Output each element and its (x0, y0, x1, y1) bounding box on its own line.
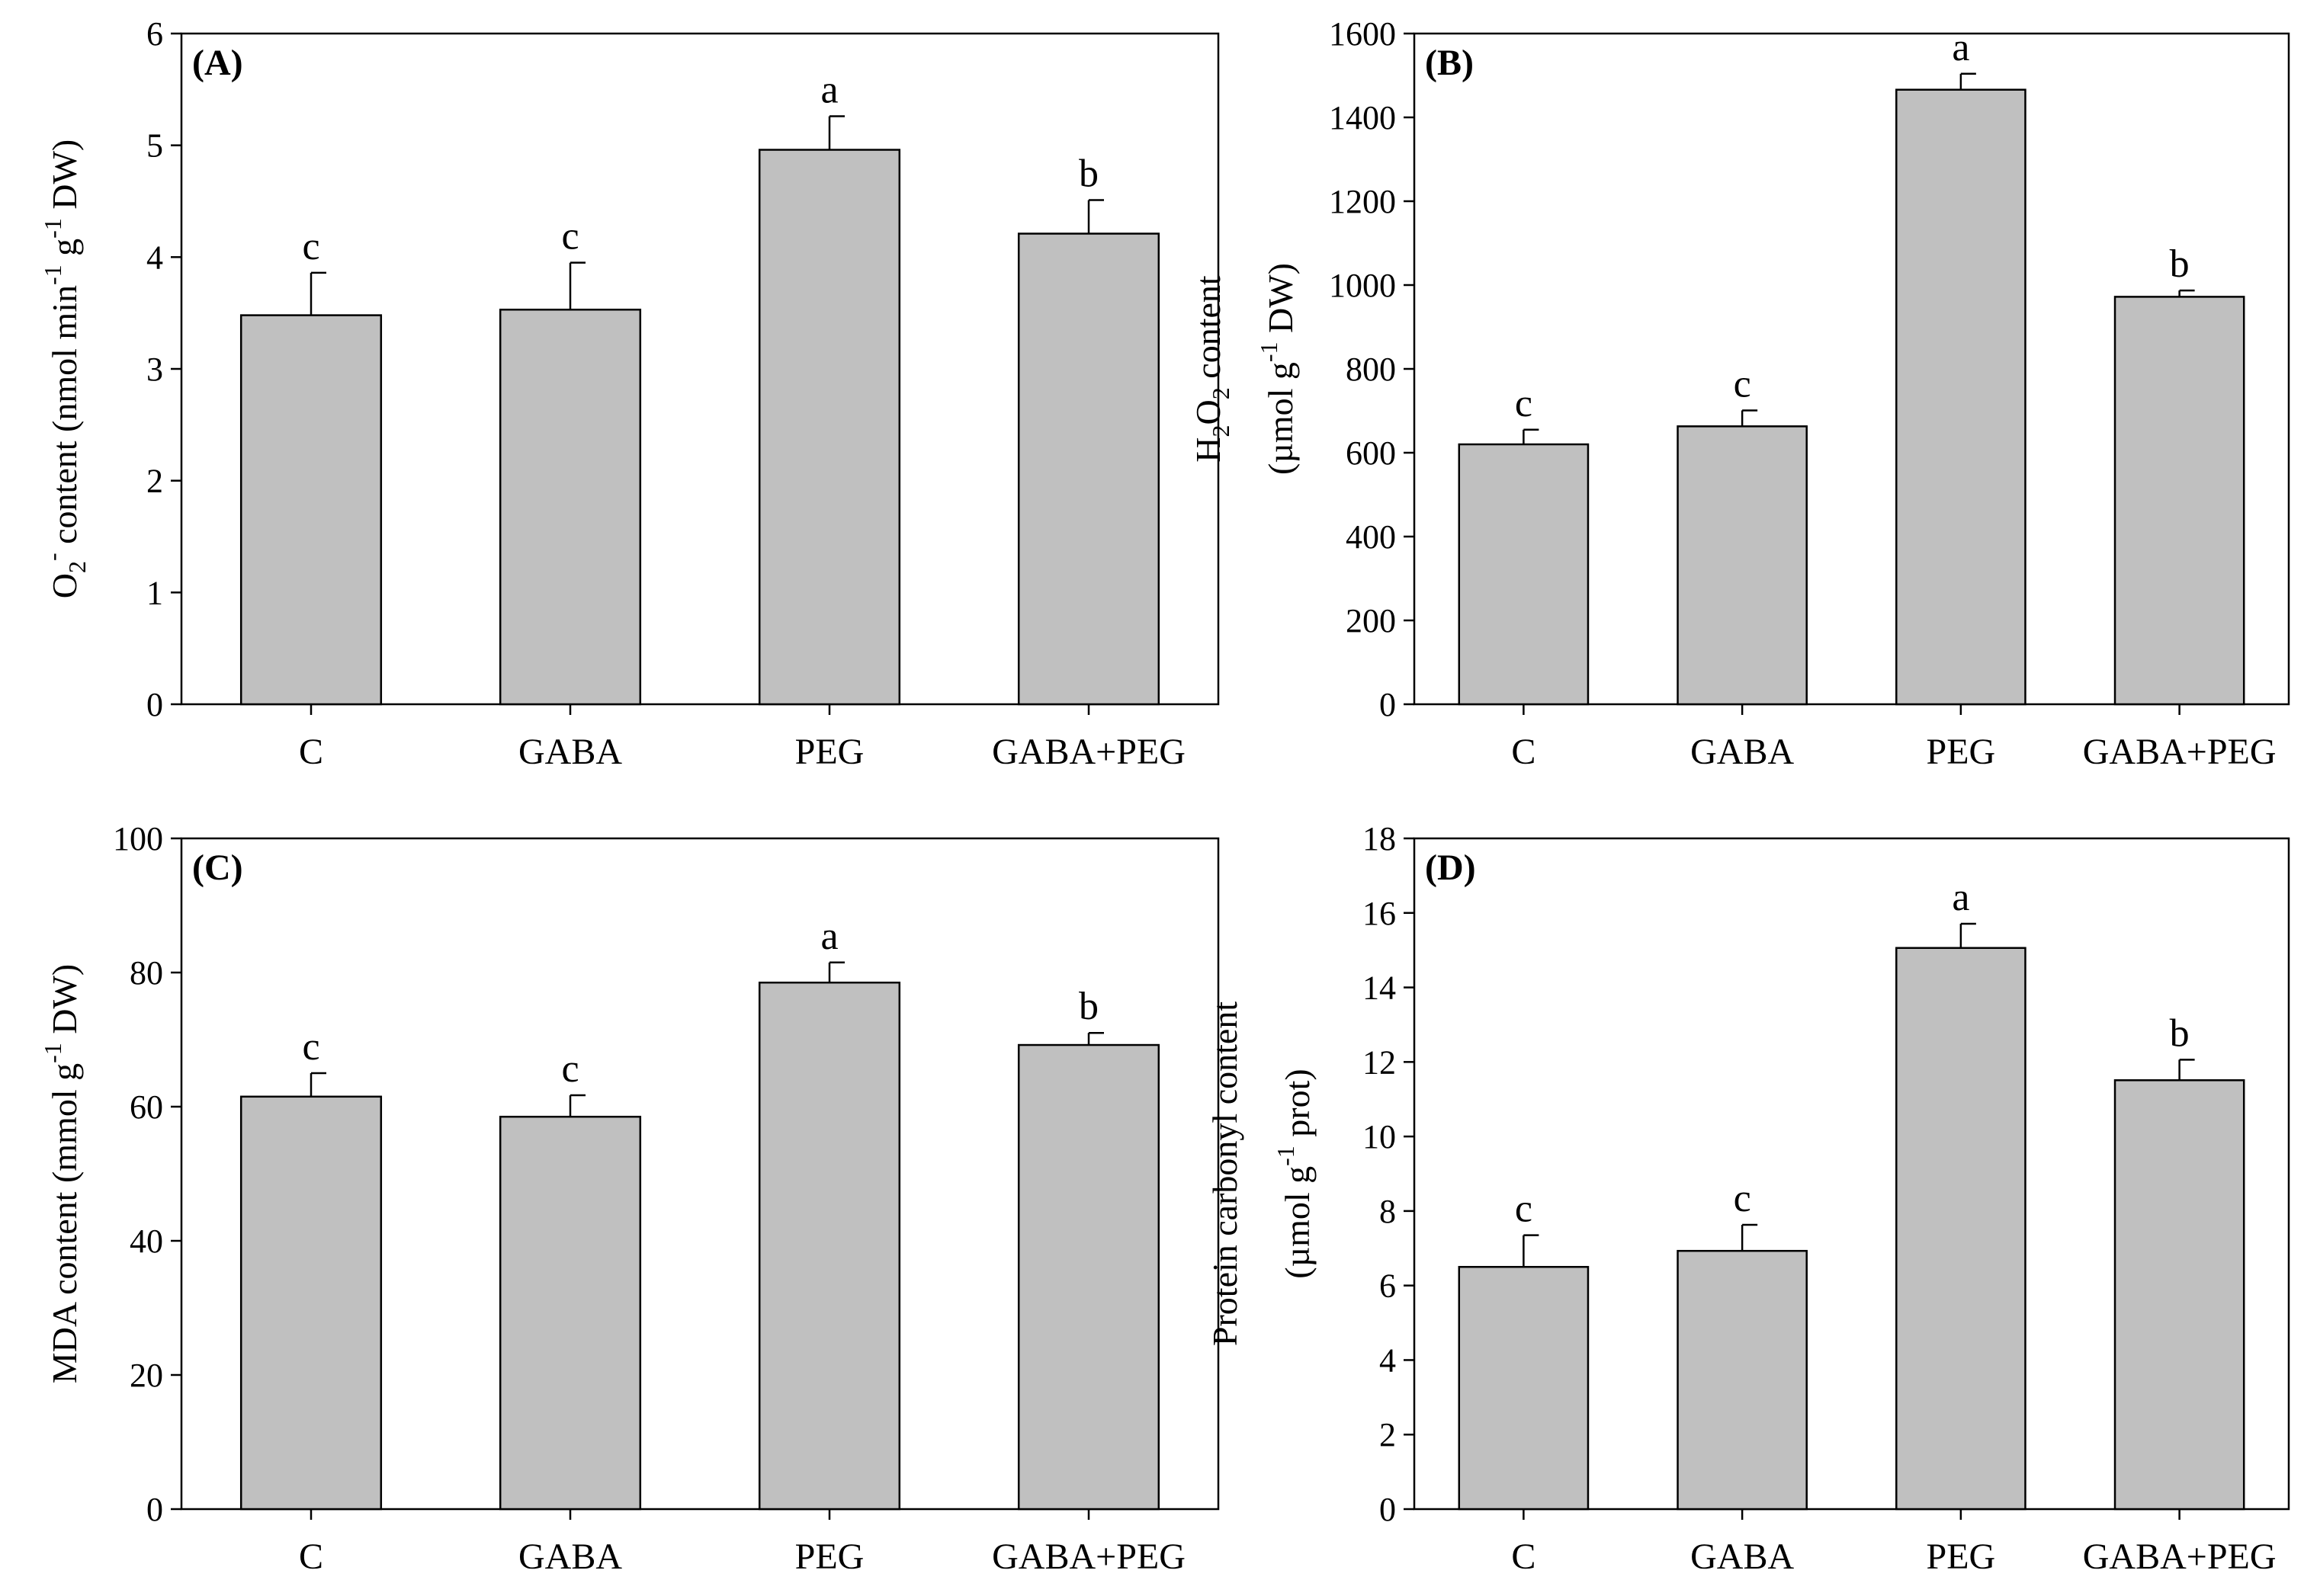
significance-letter: a (1952, 26, 1969, 69)
y-axis-title-line2: (µmol g-1 DW) (1255, 263, 1300, 475)
y-tick-label: 600 (1346, 434, 1396, 472)
bar-gaba-peg (1017, 232, 1160, 706)
bar-peg (1895, 88, 2026, 706)
significance-letter: a (820, 915, 838, 958)
y-axis-title-line1: H2O2 content (1189, 275, 1234, 463)
y-axis-title-line1: Protein carbonyl content (1205, 1002, 1244, 1346)
y-tick-label: 6 (146, 15, 163, 53)
bar-peg (1895, 947, 2026, 1511)
x-category-label: PEG (795, 1537, 865, 1577)
bar-c (1458, 1265, 1590, 1511)
significance-letter: c (1515, 382, 1532, 425)
panel-b: 0 200 400 600 800 1000 1200 1400 1600 c Cc GABA a PEG… (1189, 15, 2290, 772)
x-category-label: C (1511, 1537, 1535, 1577)
panel-c: 0 20 40 60 80 100 c Cc GABA a PEG b GABA+PEG (C) MDA c… (39, 820, 1220, 1577)
y-tick-label: 10 (1362, 1118, 1396, 1155)
x-category-label: PEG (795, 732, 865, 772)
significance-letter: c (1515, 1187, 1532, 1231)
y-tick-label: 2 (1379, 1416, 1396, 1453)
y-axis-title: MDA content (mmol g-1 DW) (39, 964, 84, 1383)
plot-frame (180, 837, 1220, 1511)
bar-c (239, 1095, 383, 1511)
y-tick-label: 18 (1362, 820, 1396, 857)
y-tick-label: 12 (1362, 1043, 1396, 1081)
panel-a: 0 1 2 3 4 5 6 c Cc GABA a PEG b GABA+PEG (A) O2- conten… (39, 15, 1220, 772)
y-tick-label: 1400 (1329, 99, 1396, 136)
x-category-label: C (299, 1537, 323, 1577)
significance-letter: c (302, 1025, 319, 1069)
y-tick-label: 1600 (1329, 15, 1396, 53)
x-category-label: GABA (1690, 1537, 1794, 1577)
significance-letter: c (302, 225, 319, 268)
y-tick-label: 800 (1346, 351, 1396, 388)
y-tick-label: 40 (130, 1223, 163, 1260)
panel-d: 0 2 4 6 8 10 12 14 16 18 c Cc GABA a PEG b GABA+PEG (D) Pr… (1205, 820, 2290, 1577)
y-tick-label: 6 (1379, 1268, 1396, 1305)
significance-letter: a (820, 69, 838, 112)
y-tick-label: 400 (1346, 518, 1396, 556)
y-tick-label: 1200 (1329, 183, 1396, 220)
bar-gaba (499, 1115, 642, 1511)
significance-letter: b (1079, 152, 1099, 196)
y-tick-label: 16 (1362, 895, 1396, 932)
y-tick-label: 0 (146, 686, 163, 723)
bar-c (239, 314, 383, 706)
y-tick-label: 1 (146, 574, 163, 611)
bar-gaba (499, 309, 642, 706)
y-tick-label: 5 (146, 127, 163, 165)
x-category-label: PEG (1927, 732, 1996, 772)
y-tick-label: 20 (130, 1357, 163, 1394)
y-axis-title-line2: (µmol g-1 prot) (1272, 1069, 1317, 1278)
panel-label-c: (C) (192, 848, 243, 888)
y-tick-label: 4 (146, 239, 163, 276)
bar-c (1458, 443, 1590, 706)
significance-letter: c (561, 1047, 579, 1091)
y-tick-label: 60 (130, 1088, 163, 1126)
y-tick-label: 3 (146, 351, 163, 388)
significance-letter: c (561, 215, 579, 258)
x-category-label: GABA (518, 1537, 622, 1577)
bar-peg (758, 981, 901, 1511)
y-tick-label: 100 (113, 820, 163, 857)
x-category-label: C (1511, 732, 1535, 772)
x-category-label: C (299, 732, 323, 772)
x-category-label: GABA (1690, 732, 1794, 772)
significance-letter: b (1079, 985, 1099, 1028)
bar-gaba (1677, 425, 1808, 706)
panel-label-d: (D) (1425, 848, 1476, 888)
significance-letter: c (1734, 1177, 1751, 1220)
significance-letter: b (2170, 1011, 2190, 1055)
x-category-label: GABA (518, 732, 622, 772)
significance-letter: a (1952, 876, 1969, 919)
y-tick-label: 80 (130, 954, 163, 992)
significance-letter: c (1734, 362, 1751, 405)
y-axis-title: O2- content (nmol min-1 g-1 DW) (39, 139, 91, 599)
bar-gaba-peg (2113, 1079, 2245, 1511)
y-tick-label: 0 (1379, 1491, 1396, 1528)
x-category-label: GABA+PEG (2083, 732, 2277, 772)
x-category-label: GABA+PEG (992, 732, 1186, 772)
y-tick-label: 14 (1362, 969, 1396, 1007)
y-tick-label: 1000 (1329, 267, 1396, 304)
y-tick-label: 200 (1346, 602, 1396, 639)
y-tick-label: 0 (1379, 686, 1396, 723)
y-tick-label: 0 (146, 1491, 163, 1528)
bar-gaba (1677, 1249, 1808, 1511)
y-tick-label: 4 (1379, 1341, 1396, 1379)
x-category-label: GABA+PEG (2083, 1537, 2277, 1577)
significance-letter: b (2170, 242, 2190, 286)
y-tick-label: 2 (146, 463, 163, 500)
bar-gaba-peg (2113, 296, 2245, 706)
y-tick-label: 8 (1379, 1193, 1396, 1230)
bar-peg (758, 149, 901, 706)
x-category-label: GABA+PEG (992, 1537, 1186, 1577)
bar-gaba-peg (1017, 1043, 1160, 1511)
panel-label-a: (A) (192, 43, 243, 83)
plot-frame (1413, 837, 2290, 1511)
x-category-label: PEG (1927, 1537, 1996, 1577)
panel-label-b: (B) (1425, 43, 1474, 83)
